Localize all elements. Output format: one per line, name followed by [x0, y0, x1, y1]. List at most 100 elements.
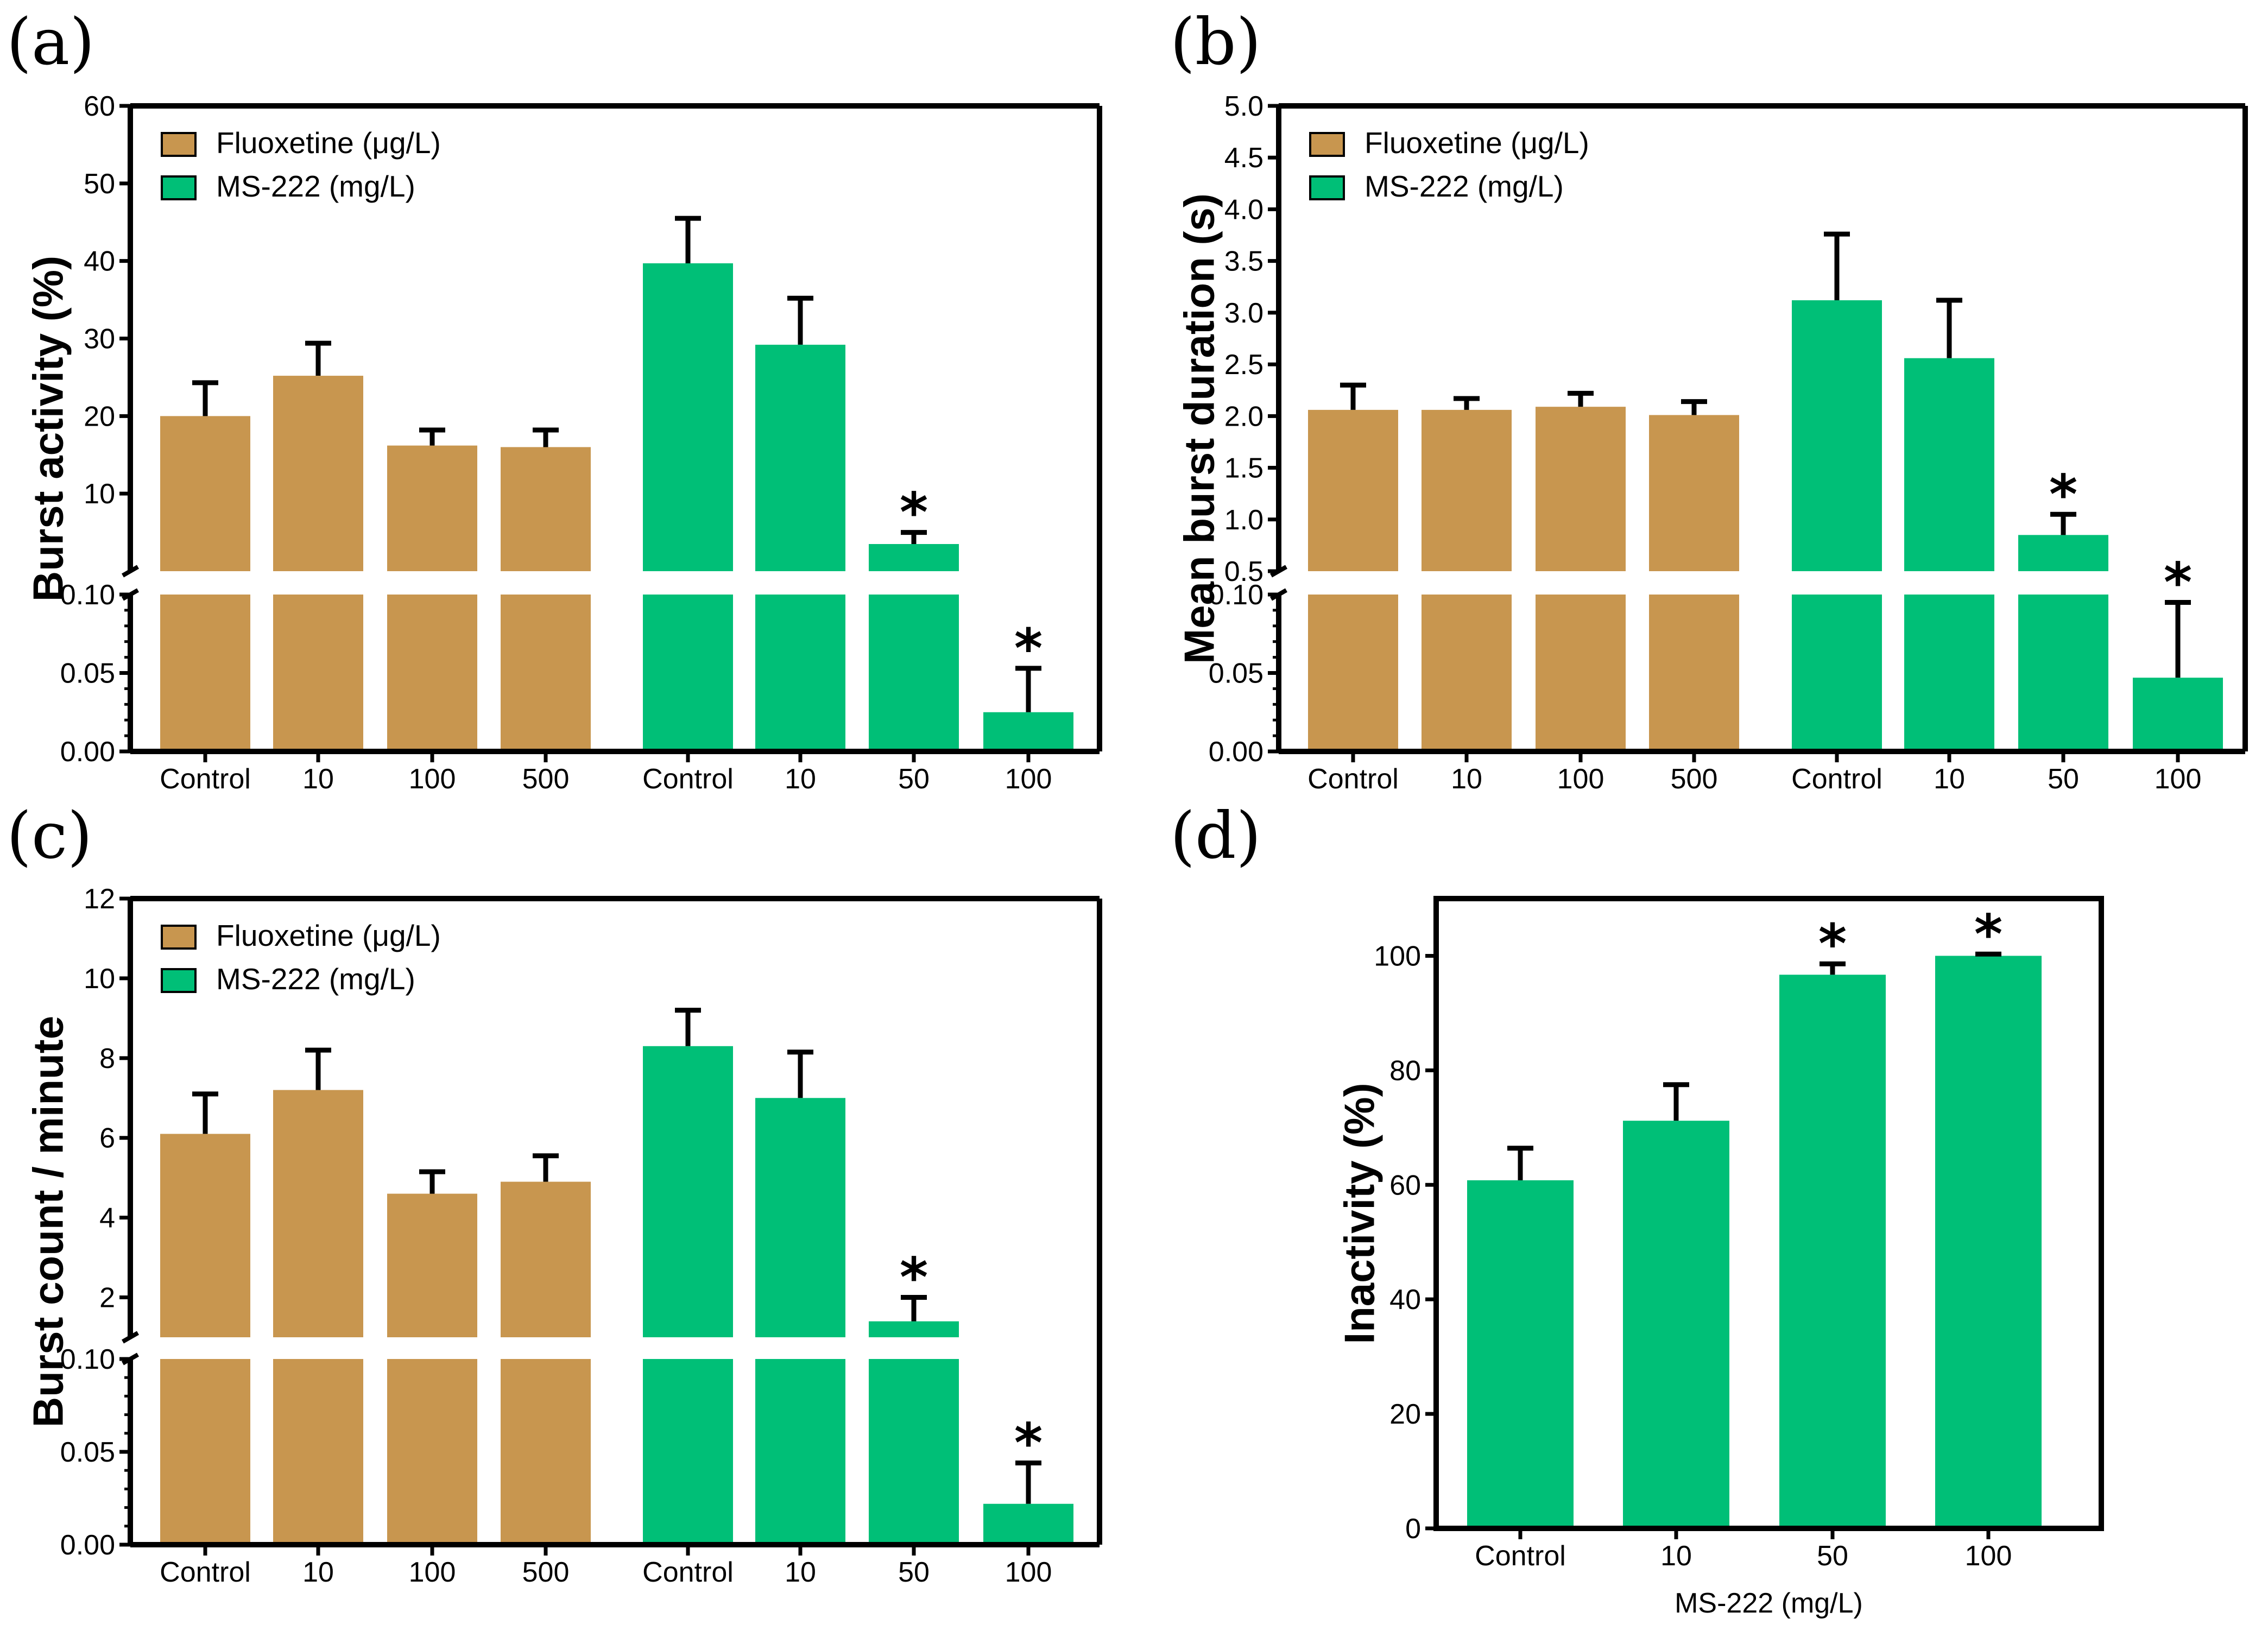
- bar-upper-1: [160, 1134, 250, 1337]
- y-tick-label: 0.00: [60, 1529, 115, 1561]
- legend: Fluoxetine (μg/L) MS-222 (mg/L): [1309, 126, 1589, 203]
- bar-upper-3: [1536, 407, 1626, 571]
- y-tick-label: 2.0: [1224, 401, 1263, 432]
- x-tick-label: Control: [160, 1557, 251, 1588]
- y-tick-label: 2.5: [1224, 349, 1263, 381]
- x-tick-label: Control: [1307, 763, 1399, 795]
- legend-swatch-ms222: [161, 968, 197, 993]
- bar-upper-5: [1792, 300, 1882, 571]
- y-tick-label: 20: [84, 401, 115, 432]
- x-tick-label: 100: [409, 763, 456, 795]
- x-tick-label: 100: [2155, 763, 2202, 795]
- bar-upper-3: [387, 1193, 477, 1337]
- legend-swatch-ms222: [161, 175, 197, 200]
- x-tick-label: 10: [1660, 1540, 1692, 1572]
- legend-label-fluoxetine: Fluoxetine (μg/L): [216, 919, 441, 952]
- y-tick-label: 10: [84, 963, 115, 995]
- legend-swatch-fluoxetine: [161, 132, 197, 157]
- bar-4: [1935, 956, 2042, 1528]
- y-tick-label: 0.05: [60, 1437, 115, 1468]
- bar-upper-7: [2018, 535, 2108, 571]
- x-tick-label: 10: [1934, 763, 1965, 795]
- bar-lower-1: [160, 1359, 250, 1545]
- x-tick-label: 100: [1557, 763, 1604, 795]
- y-tick-label: 20: [1389, 1399, 1421, 1430]
- bar-lower-8: [983, 712, 1073, 751]
- y-tick-label: 0.5: [1224, 556, 1263, 587]
- legend-label-ms222: MS-222 (mg/L): [216, 169, 415, 203]
- y-axis-title: Inactivity (%): [1336, 1083, 1383, 1344]
- y-tick-label: 0.00: [60, 736, 115, 768]
- y-tick-label: 40: [1389, 1284, 1421, 1316]
- panel-letter: (c): [7, 798, 92, 873]
- plot-frame: [1433, 896, 2104, 1531]
- bar-lower-6: [755, 595, 845, 751]
- bar-upper-5: [643, 263, 733, 571]
- bar-lower-8: [983, 1503, 1073, 1545]
- bar-lower-7: [869, 1359, 959, 1545]
- x-tick-label: 50: [1817, 1540, 1848, 1572]
- x-tick-label: 50: [2048, 763, 2079, 795]
- legend: Fluoxetine (μg/L) MS-222 (mg/L): [161, 126, 441, 203]
- bar-lower-4: [501, 1359, 591, 1545]
- x-tick-label: Control: [1475, 1540, 1566, 1572]
- y-tick-label: 6: [99, 1123, 115, 1154]
- bar-lower-7: [2018, 595, 2108, 751]
- bar-upper-2: [273, 1090, 363, 1337]
- y-tick-label: 1.0: [1224, 504, 1263, 536]
- y-tick-label: 0.05: [60, 658, 115, 690]
- y-tick-label: 60: [1389, 1169, 1421, 1201]
- y-tick-label: 4.0: [1224, 194, 1263, 225]
- significance-star: *: [1974, 902, 2002, 966]
- x-tick-label: 100: [1005, 1557, 1052, 1588]
- x-tick-label: Control: [642, 763, 734, 795]
- legend-label-ms222: MS-222 (mg/L): [216, 962, 415, 996]
- y-axis-title: Burst count / minute: [24, 1016, 72, 1427]
- bar-lower-8: [2133, 678, 2223, 751]
- bar-upper-3: [387, 445, 477, 571]
- bar-lower-2: [273, 1359, 363, 1545]
- bar-upper-6: [1904, 358, 1994, 571]
- y-tick-label: 8: [99, 1043, 115, 1074]
- x-tick-label: 100: [409, 1557, 456, 1588]
- y-axis-title: Burst activity (%): [24, 256, 72, 602]
- chart-panel-d: (d) Inactivity (%) Control 10 * 50 * 100 0 20 40 60…: [1170, 798, 2104, 1619]
- x-tick-label: 10: [302, 1557, 334, 1588]
- bar-lower-5: [1792, 595, 1882, 751]
- legend-swatch-fluoxetine: [1309, 132, 1345, 157]
- bar-upper-5: [643, 1046, 733, 1337]
- bar-lower-6: [1904, 595, 1994, 751]
- bar-upper-4: [1649, 415, 1739, 571]
- y-axis-title: Mean burst duration (s): [1176, 193, 1223, 664]
- bar-upper-6: [755, 1098, 845, 1337]
- y-tick-label: 60: [84, 91, 115, 122]
- bar-lower-2: [273, 595, 363, 751]
- legend-label-fluoxetine: Fluoxetine (μg/L): [1364, 126, 1589, 160]
- bar-upper-1: [160, 416, 250, 571]
- y-tick-label: 3.0: [1224, 298, 1263, 329]
- x-tick-label: 50: [898, 1557, 930, 1588]
- y-tick-label: 0.10: [60, 1344, 115, 1375]
- bar-lower-7: [869, 595, 959, 751]
- y-tick-label: 80: [1389, 1055, 1421, 1086]
- x-tick-label: 10: [785, 763, 816, 795]
- bar-lower-5: [643, 1359, 733, 1545]
- bar-lower-3: [387, 595, 477, 751]
- y-tick-label: 4: [99, 1203, 115, 1234]
- bar-lower-1: [160, 595, 250, 751]
- x-tick-label: 500: [522, 763, 570, 795]
- y-tick-label: 2: [99, 1282, 115, 1314]
- y-tick-label: 5.0: [1224, 91, 1263, 122]
- bar-upper-4: [501, 1181, 591, 1337]
- bar-lower-3: [1536, 595, 1626, 751]
- y-tick-label: 0.10: [60, 579, 115, 611]
- bar-lower-4: [1649, 595, 1739, 751]
- panel-letter: (a): [7, 4, 94, 79]
- significance-star: *: [900, 1246, 928, 1310]
- y-tick-label: 0: [1405, 1513, 1421, 1545]
- chart-panel-b: (b) Mean burst duration (s) Control 10 100 50…: [1170, 4, 2248, 795]
- panel-letter: (d): [1170, 798, 1261, 873]
- bar-2: [1623, 1121, 1729, 1528]
- significance-star: *: [1818, 912, 1847, 976]
- panel-letter: (b): [1170, 4, 1261, 79]
